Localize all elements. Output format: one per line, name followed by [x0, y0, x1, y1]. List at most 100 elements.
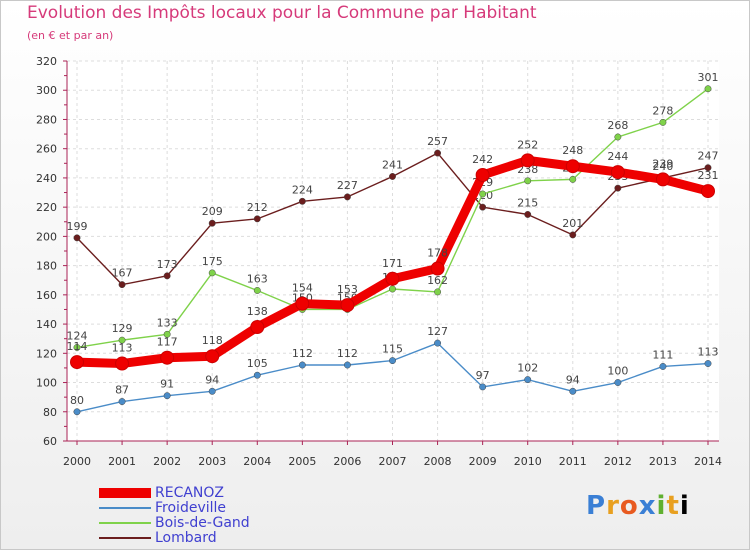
- data-label-recanoz: 171: [382, 257, 403, 270]
- x-tick-label: 2005: [288, 455, 316, 468]
- data-point-recanoz: [250, 320, 265, 334]
- chart-subtitle: (en € et par an): [27, 29, 114, 42]
- data-point-recanoz: [160, 350, 175, 365]
- data-label-recanoz: 239: [652, 157, 673, 170]
- data-label-bois-de-gand: 124: [67, 329, 88, 342]
- data-label-bois-de-gand: 268: [607, 119, 628, 132]
- data-label-lombard: 257: [427, 135, 448, 148]
- legend-label-lombard: Lombard: [155, 529, 217, 546]
- legend-label-bois-de-gand: Bois-de-Gand: [155, 514, 250, 531]
- x-tick-label: 2011: [559, 455, 587, 468]
- data-label-bois-de-gand: 133: [157, 316, 178, 329]
- data-label-froideville: 87: [115, 384, 129, 397]
- data-point-recanoz: [520, 153, 535, 168]
- data-label-lombard: 247: [698, 150, 719, 163]
- data-point-recanoz: [701, 184, 715, 199]
- data-point-lombard: [389, 173, 396, 180]
- y-tick-label: 240: [36, 172, 57, 185]
- data-point-lombard: [524, 211, 532, 218]
- chart-title: Evolution des Impôts locaux pour la Comm…: [27, 3, 537, 23]
- data-label-froideville: 105: [247, 357, 268, 370]
- data-label-lombard: 173: [157, 258, 178, 271]
- data-point-bois-de-gand: [659, 118, 667, 126]
- y-tick-label: 300: [36, 84, 57, 97]
- data-label-bois-de-gand: 301: [698, 71, 719, 84]
- data-label-recanoz: 248: [562, 144, 583, 157]
- legend-item-recanoz: RECANOZ: [99, 484, 250, 501]
- data-point-froideville: [524, 376, 532, 384]
- data-label-recanoz: 118: [202, 334, 223, 347]
- data-point-bois-de-gand: [569, 175, 577, 183]
- data-label-recanoz: 231: [698, 169, 719, 182]
- data-point-froideville: [659, 363, 667, 370]
- data-point-lombard: [208, 219, 216, 227]
- data-point-lombard: [298, 197, 306, 205]
- data-point-recanoz: [430, 261, 445, 276]
- legend-item-froideville: Froideville: [99, 500, 250, 516]
- data-point-bois-de-gand: [253, 287, 261, 294]
- data-label-lombard: 212: [247, 201, 268, 214]
- y-tick-label: 100: [36, 377, 57, 390]
- data-point-lombard: [343, 193, 351, 201]
- data-point-recanoz: [205, 349, 220, 364]
- data-point-bois-de-gand: [524, 177, 532, 185]
- data-label-lombard: 240: [652, 160, 673, 173]
- data-label-recanoz: 154: [292, 282, 313, 295]
- plot-area: [67, 61, 719, 441]
- data-point-recanoz: [610, 165, 625, 180]
- data-point-recanoz: [115, 356, 130, 371]
- x-tick-label: 2004: [243, 455, 271, 468]
- data-point-lombard: [73, 234, 81, 242]
- data-label-froideville: 97: [476, 369, 490, 382]
- x-tick-label: 2006: [333, 455, 361, 468]
- data-label-lombard: 215: [517, 196, 538, 209]
- data-label-lombard: 201: [562, 217, 583, 230]
- data-label-bois-de-gand: 175: [202, 255, 223, 268]
- data-label-recanoz: 178: [427, 247, 448, 260]
- data-label-bois-de-gand: 162: [427, 274, 448, 287]
- legend: RECANOZ Froideville Bois-de-Gand Lombard: [99, 484, 250, 546]
- data-point-froideville: [704, 360, 712, 367]
- data-point-bois-de-gand: [163, 330, 171, 338]
- data-point-lombard: [614, 184, 622, 192]
- data-label-lombard: 227: [337, 179, 358, 192]
- y-tick-label: 160: [36, 289, 57, 302]
- data-label-froideville: 100: [607, 365, 628, 378]
- proxiti-logo: Proxiti: [586, 491, 690, 521]
- data-point-bois-de-gand: [389, 285, 396, 293]
- data-label-froideville: 111: [652, 348, 673, 361]
- data-point-froideville: [118, 398, 126, 405]
- data-label-recanoz: 252: [517, 138, 538, 151]
- legend-item-bois-de-gand: Bois-de-Gand: [99, 514, 250, 531]
- data-label-bois-de-gand: 129: [112, 322, 133, 335]
- y-tick-label: 320: [36, 55, 57, 68]
- y-tick-label: 260: [36, 143, 57, 156]
- data-point-bois-de-gand: [118, 336, 126, 344]
- data-point-lombard: [479, 203, 487, 211]
- data-point-froideville: [73, 408, 81, 416]
- data-point-lombard: [163, 272, 171, 280]
- data-label-froideville: 112: [292, 347, 313, 360]
- data-point-froideville: [208, 387, 216, 395]
- data-point-recanoz: [385, 271, 400, 286]
- legend-label-recanoz: RECANOZ: [155, 484, 225, 501]
- data-point-froideville: [479, 383, 487, 391]
- x-tick-label: 2012: [604, 455, 632, 468]
- legend-swatch-froideville: [99, 506, 151, 509]
- data-point-bois-de-gand: [704, 85, 712, 93]
- y-tick-label: 280: [36, 113, 57, 126]
- y-tick-label: 180: [36, 260, 57, 273]
- data-label-lombard: 224: [292, 183, 313, 196]
- data-label-froideville: 94: [205, 373, 219, 386]
- y-tick-label: 220: [36, 201, 57, 214]
- data-point-bois-de-gand: [614, 133, 622, 141]
- y-tick-label: 200: [36, 230, 57, 243]
- x-tick-label: 2008: [424, 455, 452, 468]
- x-tick-label: 2013: [649, 455, 677, 468]
- data-point-froideville: [389, 357, 396, 365]
- data-point-froideville: [614, 379, 622, 386]
- x-tick-label: 2007: [379, 455, 407, 468]
- data-label-bois-de-gand: 163: [247, 272, 268, 285]
